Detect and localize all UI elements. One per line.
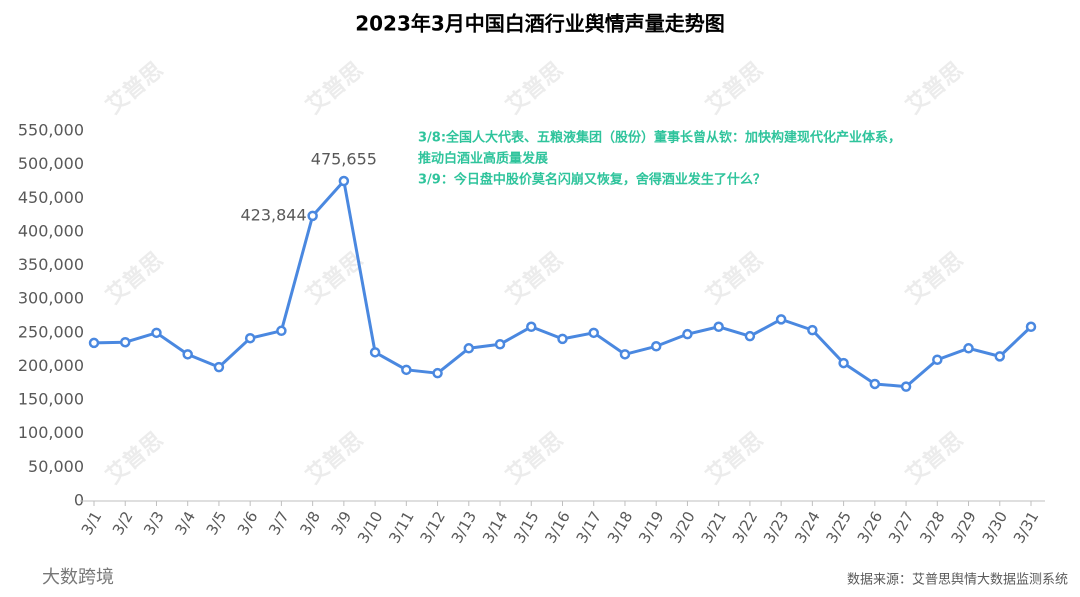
watermark: 艾普思 <box>301 427 368 489</box>
x-tick-label: 3/8 <box>296 508 324 538</box>
point <box>557 333 568 345</box>
x-tick-label: 3/24 <box>791 508 823 546</box>
watermark: 艾普思 <box>701 427 768 489</box>
point <box>619 349 631 360</box>
point <box>775 314 787 325</box>
watermark: 艾普思 <box>501 427 568 489</box>
x-tick-label: 3/23 <box>760 508 792 546</box>
x-tick-label: 3/5 <box>203 508 231 538</box>
point <box>744 330 756 342</box>
x-tick-label: 3/30 <box>979 508 1011 546</box>
watermark: 艾普思 <box>101 427 168 489</box>
y-tick-label: 150,000 <box>18 390 84 409</box>
watermark: 艾普思 <box>701 247 768 309</box>
y-tick-label: 250,000 <box>18 322 84 341</box>
x-tick-label: 3/14 <box>479 508 511 546</box>
x-tick-label: 3/13 <box>448 508 480 546</box>
x-tick-label: 3/25 <box>823 508 855 546</box>
point <box>369 347 381 358</box>
x-tick-label: 3/9 <box>328 508 356 538</box>
x-tick-label: 3/11 <box>385 508 417 546</box>
y-tick-label: 550,000 <box>18 121 84 140</box>
x-tick-label: 3/28 <box>916 508 948 546</box>
point <box>276 325 287 337</box>
y-tick-label: 50,000 <box>28 457 84 476</box>
watermark: 艾普思 <box>701 57 768 119</box>
watermark: 艾普思 <box>101 247 168 309</box>
point <box>432 367 443 379</box>
point <box>682 328 693 340</box>
x-tick-label: 3/10 <box>354 508 386 546</box>
x-tick-label: 3/3 <box>140 508 168 538</box>
annotation: 3/9：今日盘中股价莫名闪崩又恢复，舍得酒业发生了什么？ <box>418 172 766 188</box>
y-tick-label: 500,000 <box>18 154 84 173</box>
x-tick-label: 3/4 <box>171 508 199 538</box>
point <box>151 327 162 339</box>
y-tick-label: 400,000 <box>18 221 84 240</box>
point <box>869 378 881 390</box>
y-tick-label: 0 <box>74 491 84 510</box>
watermark: 艾普思 <box>901 247 968 309</box>
point <box>401 364 412 376</box>
annotation: 3/8:全国人大代表、五粮液集团（股份）董事长曾从钦：加快构建现代化产业体系， <box>418 130 901 146</box>
point <box>119 336 131 348</box>
point <box>244 332 256 344</box>
point <box>932 354 943 365</box>
y-tick-label: 300,000 <box>18 289 84 308</box>
x-tick-label: 3/6 <box>234 508 262 538</box>
watermark: 艾普思 <box>901 427 968 489</box>
point <box>526 321 537 333</box>
chart-title: 2023年3月中国白酒行业舆情声量走势图 <box>355 12 725 36</box>
watermark: 艾普思 <box>901 57 968 119</box>
watermark: 艾普思 <box>301 57 368 119</box>
watermark: 艾普思 <box>101 57 168 119</box>
annotation: 推动白酒业高质量发展 <box>418 151 549 167</box>
data-label: 475,655 <box>311 150 377 169</box>
y-tick-label: 200,000 <box>18 356 84 375</box>
point <box>494 339 506 350</box>
x-tick-label: 3/27 <box>885 508 917 546</box>
point <box>1025 321 1037 333</box>
y-tick-label: 350,000 <box>18 255 84 274</box>
watermark: 艾普思 <box>501 247 568 309</box>
point <box>88 337 100 349</box>
x-tick-label: 3/15 <box>510 508 542 546</box>
x-tick-label: 3/19 <box>635 508 667 546</box>
x-tick-label: 3/20 <box>666 508 698 546</box>
y-tick-label: 100,000 <box>18 423 84 442</box>
point <box>307 210 318 222</box>
x-tick-label: 3/29 <box>947 508 979 546</box>
x-tick-label: 3/12 <box>416 508 448 546</box>
x-tick-label: 3/21 <box>698 508 730 546</box>
point <box>994 351 1006 362</box>
logo: 大数跨境 <box>42 567 114 588</box>
point <box>838 357 849 369</box>
point <box>588 327 599 339</box>
point <box>963 343 974 354</box>
point <box>650 341 662 352</box>
point <box>213 361 225 373</box>
point <box>338 175 350 187</box>
x-tick-label: 3/17 <box>573 508 605 546</box>
point <box>807 324 818 336</box>
point <box>900 381 912 392</box>
x-tick-label: 3/31 <box>1010 508 1042 546</box>
point <box>713 321 724 333</box>
x-tick-label: 3/22 <box>729 508 761 546</box>
point <box>182 349 193 360</box>
line <box>93 179 1033 389</box>
x-tick-label: 3/2 <box>109 508 137 538</box>
x-tick-label: 3/18 <box>604 508 636 546</box>
x-tick-label: 3/26 <box>854 508 886 546</box>
x-tick-label: 3/16 <box>541 508 573 546</box>
watermark: 艾普思 <box>501 57 568 119</box>
source: 数据来源：艾普思舆情大数据监测系统 <box>847 573 1068 588</box>
y-tick-label: 450,000 <box>18 188 84 207</box>
x-tick-label: 3/7 <box>265 508 293 538</box>
data-label: 423,844 <box>240 205 306 224</box>
point <box>463 343 475 354</box>
x-tick-label: 3/1 <box>78 508 106 538</box>
